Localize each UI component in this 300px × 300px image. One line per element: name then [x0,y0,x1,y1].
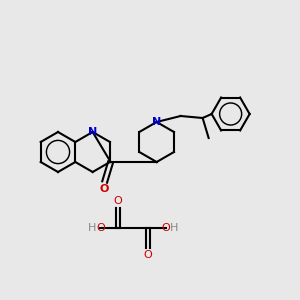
Text: O: O [96,223,105,233]
Text: H: H [169,223,178,233]
Text: O: O [114,196,122,206]
Text: H: H [88,223,97,233]
Text: O: O [100,184,109,194]
Text: N: N [88,127,97,137]
Text: O: O [161,223,170,233]
Text: O: O [144,250,152,260]
Text: N: N [152,117,161,127]
